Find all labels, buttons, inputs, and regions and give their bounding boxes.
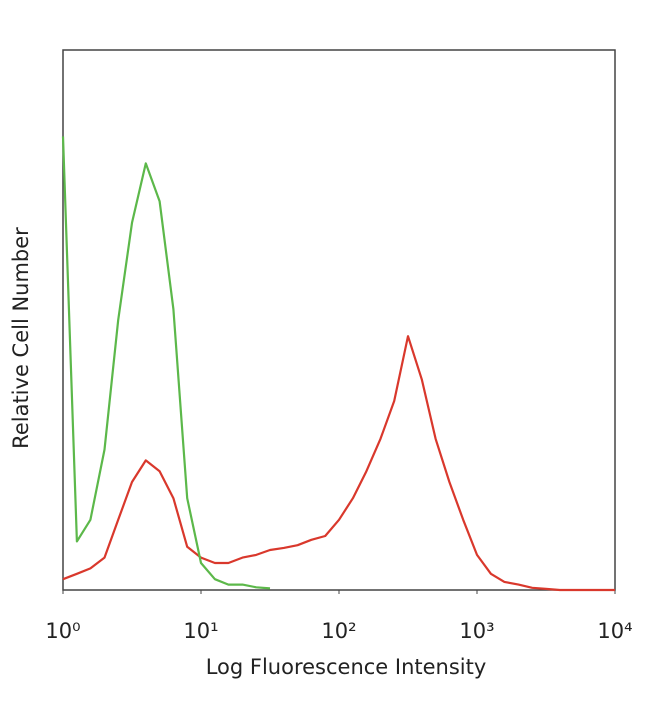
- x-tick-label: 10²: [321, 619, 356, 643]
- x-tick-label: 10⁴: [597, 619, 632, 643]
- x-axis-label: Log Fluorescence Intensity: [206, 655, 487, 679]
- x-tick-label: 10³: [459, 619, 494, 643]
- plot-frame: [62, 49, 616, 591]
- histogram-line: [62, 335, 615, 592]
- y-axis-label: Relative Cell Number: [9, 227, 33, 449]
- x-tick-label: 10¹: [183, 619, 218, 643]
- x-tick-label: 10⁰: [45, 619, 80, 643]
- histogram-line: [61, 136, 271, 590]
